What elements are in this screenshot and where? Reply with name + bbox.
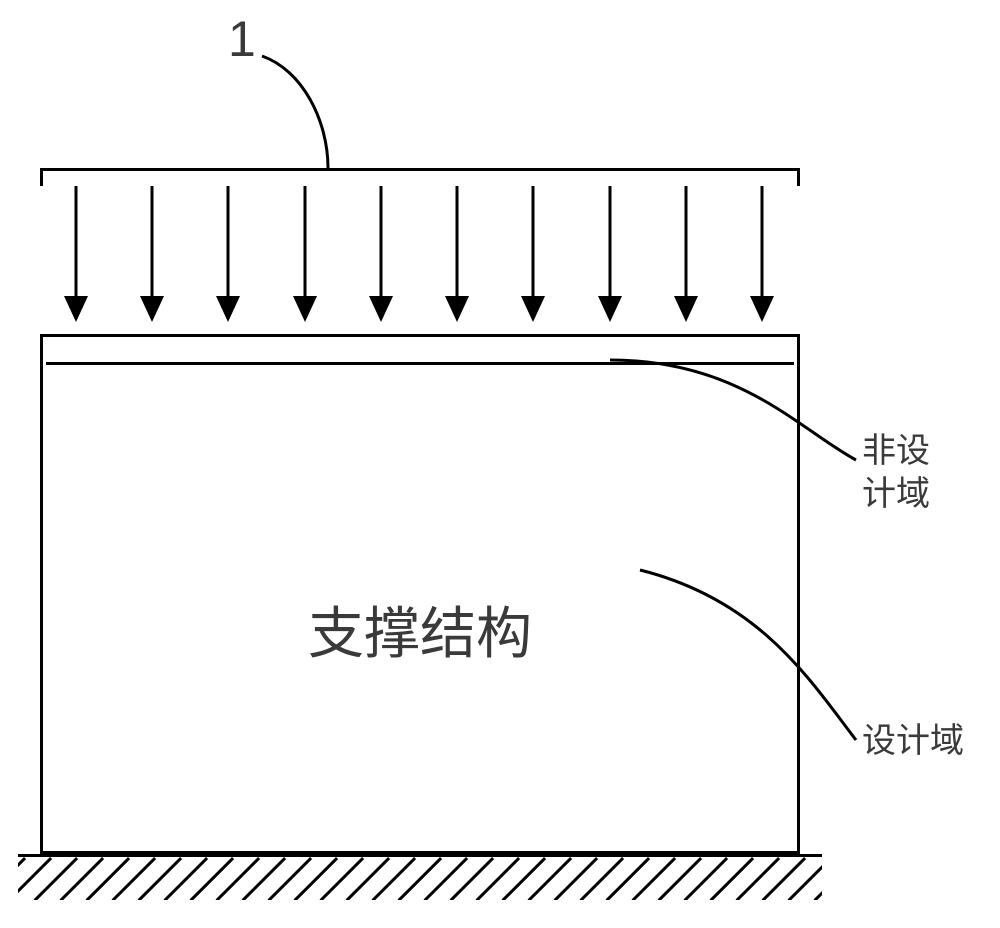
- support-structure-label: 支撑结构: [43, 589, 797, 670]
- ground-line: [18, 854, 822, 857]
- support-structure-box: 支撑结构: [40, 334, 800, 854]
- ground-hatch: [554, 857, 599, 900]
- ground-hatch: [18, 857, 52, 900]
- ground-hatch: [190, 857, 235, 900]
- ground-hatch: [34, 857, 79, 900]
- ground-hatch: [788, 857, 822, 900]
- ground-hatch: [346, 857, 391, 900]
- distributed-load-bar: [40, 168, 800, 186]
- ground-hatch: [450, 857, 495, 900]
- ground-hatch: [606, 857, 651, 900]
- ground-hatch: [60, 857, 105, 900]
- ground-hatch: [398, 857, 443, 900]
- ground-hatch: [216, 857, 261, 900]
- non-design-domain-strip: [46, 337, 794, 365]
- ground-hatch: [658, 857, 703, 900]
- ground-hatch: [762, 857, 807, 900]
- non-design-line1: 非设: [862, 432, 930, 470]
- ground-hatch: [86, 857, 131, 900]
- ground-hatch: [372, 857, 417, 900]
- ground-hatch: [320, 857, 365, 900]
- ground-hatch: [528, 857, 573, 900]
- ground-hatch: [164, 857, 209, 900]
- callout-leader: [262, 56, 328, 168]
- ground-hatch: [710, 857, 755, 900]
- design-domain-label: 设计域: [862, 720, 964, 763]
- ground-hatch: [476, 857, 521, 900]
- ground-hatch: [138, 857, 183, 900]
- ground-hatch: [814, 857, 822, 900]
- ground-hatch: [294, 857, 339, 900]
- ground-hatch: [580, 857, 625, 900]
- ground-hatch: [684, 857, 729, 900]
- ground-support: [18, 854, 822, 900]
- ground-hatch: [632, 857, 677, 900]
- non-design-line2: 计域: [862, 475, 930, 513]
- non-design-domain-label: 非设 计域: [862, 430, 930, 515]
- figure-canvas: 1 支撑结构 非设 计域 设计域: [0, 0, 1000, 928]
- ground-hatch: [242, 857, 287, 900]
- ground-hatch: [18, 857, 26, 900]
- ground-hatch: [736, 857, 781, 900]
- ground-hatch: [502, 857, 547, 900]
- ground-hatch: [112, 857, 157, 900]
- ground-hatch: [424, 857, 469, 900]
- callout-number: 1: [228, 10, 256, 68]
- ground-hatch: [268, 857, 313, 900]
